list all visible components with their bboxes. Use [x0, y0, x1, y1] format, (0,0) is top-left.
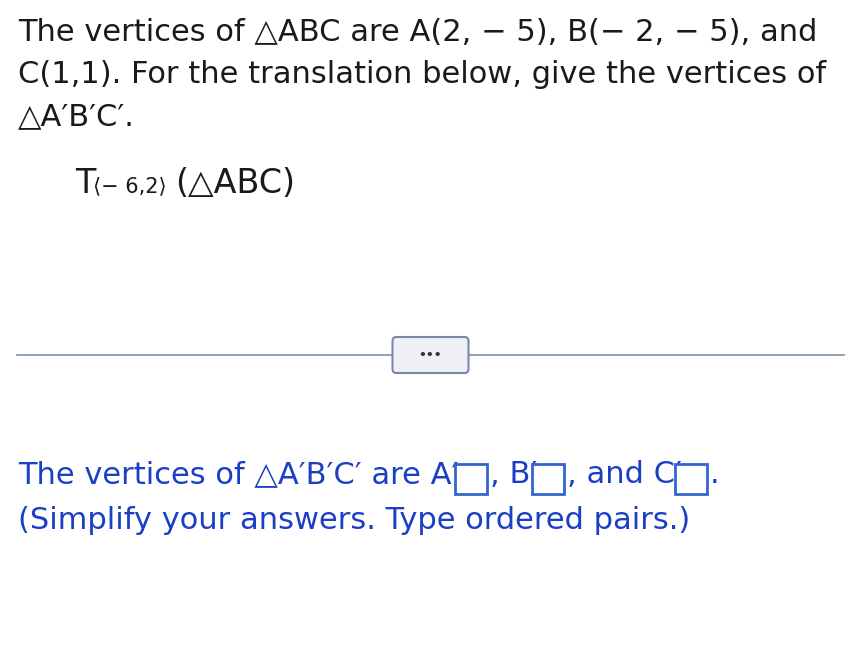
FancyBboxPatch shape — [393, 337, 468, 373]
Text: (△ABC): (△ABC) — [175, 167, 295, 200]
Text: , B′: , B′ — [490, 460, 537, 489]
Text: (Simplify your answers. Type ordered pairs.): (Simplify your answers. Type ordered pai… — [18, 506, 691, 535]
Text: .: . — [710, 460, 720, 489]
Text: The vertices of △A′B′C′ are A′: The vertices of △A′B′C′ are A′ — [18, 460, 458, 489]
Text: ⟨− 6,2⟩: ⟨− 6,2⟩ — [93, 176, 167, 196]
Text: •••: ••• — [418, 348, 443, 362]
Text: The vertices of △ABC are A(2, − 5), B(− 2, − 5), and: The vertices of △ABC are A(2, − 5), B(− … — [18, 18, 817, 47]
FancyBboxPatch shape — [675, 464, 707, 494]
Text: T: T — [75, 167, 96, 200]
FancyBboxPatch shape — [455, 464, 487, 494]
Text: C(1,1). For the translation below, give the vertices of: C(1,1). For the translation below, give … — [18, 60, 826, 89]
Text: △A′B′C′.: △A′B′C′. — [18, 102, 135, 131]
FancyBboxPatch shape — [532, 464, 564, 494]
Text: , and C′: , and C′ — [567, 460, 682, 489]
